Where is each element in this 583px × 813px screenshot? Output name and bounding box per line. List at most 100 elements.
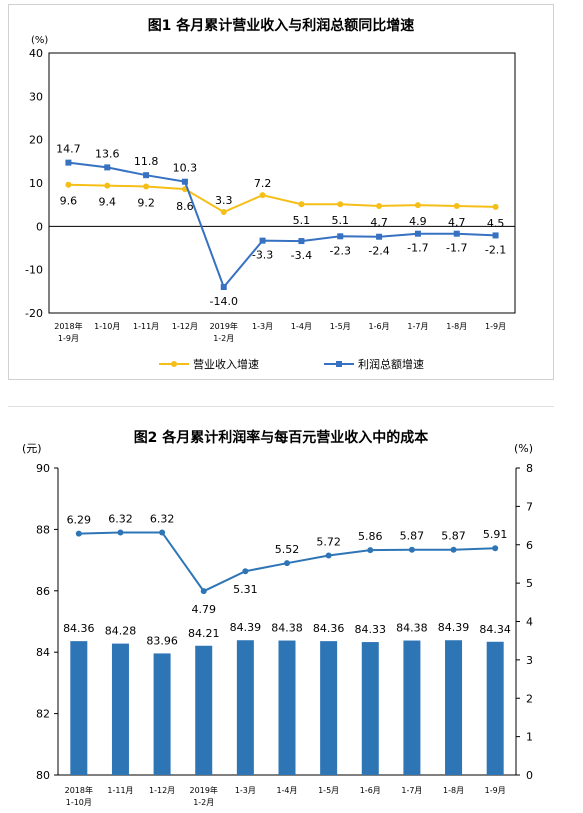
chart1-profit-point — [298, 238, 305, 245]
chart2-margin-data-label: 4.79 — [191, 603, 216, 616]
chart2-cost-bar — [486, 641, 504, 775]
chart1-profit-point — [143, 172, 150, 179]
chart2-left-tick-label: 80 — [36, 769, 50, 782]
chart1-profit-data-label: -3.3 — [252, 249, 273, 262]
chart1-revenue-point — [453, 202, 460, 209]
chart2-x-tick-label: 1-9月 — [485, 786, 506, 795]
chart2-margin-point — [117, 529, 124, 536]
chart1-profit-point — [65, 159, 72, 166]
chart1-y-tick-label: 30 — [29, 90, 43, 103]
chart1-revenue-point — [220, 209, 227, 216]
chart2-margin-data-label: 6.32 — [150, 512, 175, 525]
chart2-title: 图2 各月累计利润率与每百元营业收入中的成本 — [133, 430, 429, 446]
chart1-profit-data-label: -14.0 — [210, 295, 238, 308]
chart1-revenue-point — [492, 203, 499, 210]
chart1-x-tick-label: 2019年 — [210, 321, 238, 331]
chart1-revenue-data-label: 3.3 — [215, 194, 233, 207]
chart2-margin-data-label: 5.87 — [400, 530, 425, 543]
chart2-margin-point — [159, 529, 166, 536]
chart1-x-tick-label: 1-7月 — [407, 322, 428, 331]
chart2-right-tick-label: 5 — [526, 577, 533, 590]
chart2-right-tick-label: 0 — [526, 769, 533, 782]
chart1-x-tick-label: 1-9月 — [485, 322, 506, 331]
chart1-revenue-data-label: 7.2 — [254, 177, 272, 190]
chart1-profit-data-label: -2.4 — [368, 245, 389, 258]
chart2-x-tick-label: 1-10月 — [66, 798, 92, 807]
chart2-panel: 图2 各月累计利润率与每百元营业收入中的成本 (元) (%) 80 82 84 86 88 9… — [8, 406, 554, 811]
chart2-cost-bar — [70, 641, 88, 775]
chart2-cost-bar — [236, 640, 254, 775]
chart2-left-tick-label: 88 — [36, 523, 50, 536]
chart2-right-tick-label: 4 — [526, 616, 533, 629]
chart2-margin-data-label: 5.86 — [358, 530, 383, 543]
chart1-y-tick-label: 10 — [29, 177, 43, 190]
chart1-revenue-point — [65, 181, 72, 188]
chart2-margin-data-label: 5.87 — [441, 530, 466, 543]
chart2-margin-data-label: 6.29 — [67, 514, 92, 527]
chart2-x-tick-label: 1-12月 — [149, 786, 175, 795]
chart1-profit-data-label: -2.3 — [330, 244, 351, 257]
chart1-profit-point — [181, 178, 188, 185]
chart1-title: 图1 各月累计营业收入与利润总额同比增速 — [147, 18, 415, 34]
chart2-x-tick-label: 1-5月 — [318, 786, 339, 795]
chart1-profit-data-label: 14.7 — [56, 143, 81, 156]
chart1-revenue-data-label: 4.9 — [409, 215, 427, 228]
chart1-revenue-data-label: 4.7 — [448, 216, 466, 229]
chart1-revenue-data-label: 5.1 — [332, 214, 350, 227]
chart1-profit-line — [68, 161, 496, 289]
chart2-cost-data-label: 84.36 — [313, 622, 345, 635]
chart1-legend-marker — [171, 361, 177, 367]
chart2-cost-bar — [153, 653, 171, 775]
chart2-cost-data-label: 83.96 — [146, 634, 178, 647]
chart2-x-tick-label: 1-4月 — [276, 786, 297, 795]
chart2-cost-data-label: 84.38 — [271, 622, 303, 635]
chart1-legend-marker — [336, 361, 342, 367]
chart1-profit-point — [104, 164, 111, 171]
chart2-left-unit: (元) — [22, 442, 42, 455]
chart2-left-tick-label: 86 — [36, 585, 50, 598]
chart1-y-unit: (%) — [31, 35, 48, 46]
chart2-left-tick-label: 84 — [36, 646, 50, 659]
chart1-revenue-point — [143, 183, 150, 190]
chart2-cost-data-label: 84.36 — [63, 622, 95, 635]
chart1-y-tick-label: 20 — [29, 134, 43, 147]
chart2-right-tick-label: 6 — [526, 539, 533, 552]
chart1-profit-data-label: -1.7 — [407, 242, 428, 255]
chart1-x-tick-label: 1-5月 — [330, 322, 351, 331]
chart1-revenue-point — [337, 201, 344, 208]
chart1-x-tick-label: 1-6月 — [369, 322, 390, 331]
chart1-revenue-data-label: 8.6 — [176, 200, 194, 213]
chart1-y-tick-label: 0 — [36, 220, 43, 233]
chart1-profit-data-label: -3.4 — [291, 249, 312, 262]
chart1-revenue-data-label: 9.6 — [60, 195, 78, 208]
chart1-profit-data-label: -1.7 — [446, 242, 467, 255]
chart2-cost-data-label: 84.38 — [396, 622, 428, 635]
chart2-margin-data-label: 5.31 — [233, 583, 258, 596]
chart2-margin-data-label: 5.52 — [275, 543, 300, 556]
chart1-y-tick-label: 40 — [29, 47, 43, 60]
chart1-revenue-data-label: 9.4 — [99, 196, 117, 209]
chart1-legend-label: 营业收入增速 — [193, 357, 259, 371]
chart1-x-tick-label: 1-8月 — [446, 322, 467, 331]
chart1-panel: 图1 各月累计营业收入与利润总额同比增速 (%) -20 -10 0 10 20 30 40 2… — [8, 4, 554, 380]
chart2-right-unit: (%) — [514, 442, 533, 455]
chart2-cost-bar — [278, 640, 296, 775]
chart2-right-tick-label: 3 — [526, 654, 533, 667]
chart2-svg: (元) (%) 80 82 84 86 88 90 0 1 2 3 4 5 6 7 8 2018年 1-10月 1-1… — [22, 442, 533, 807]
chart2-x-tick-label: 2019年 — [190, 785, 218, 795]
chart1-x-tick-label: 1-12月 — [172, 322, 198, 331]
chart2-right-tick-label: 1 — [526, 731, 533, 744]
chart1-revenue-point — [259, 192, 266, 199]
chart2-margin-point — [200, 588, 207, 595]
chart1-revenue-point — [298, 201, 305, 208]
chart2-margin-data-label: 5.91 — [483, 528, 508, 541]
chart2-margin-point — [450, 546, 457, 553]
chart2-x-tick-label: 2018年 — [65, 785, 93, 795]
chart1-profit-data-label: -2.1 — [485, 243, 506, 256]
chart2-cost-bar — [111, 643, 129, 775]
chart1-revenue-data-label: 4.5 — [487, 217, 505, 230]
chart2-cost-data-label: 84.28 — [105, 625, 137, 638]
chart1-x-tick-label: 1-4月 — [291, 322, 312, 331]
chart2-margin-point — [492, 545, 499, 552]
chart2-right-tick-label: 2 — [526, 692, 533, 705]
